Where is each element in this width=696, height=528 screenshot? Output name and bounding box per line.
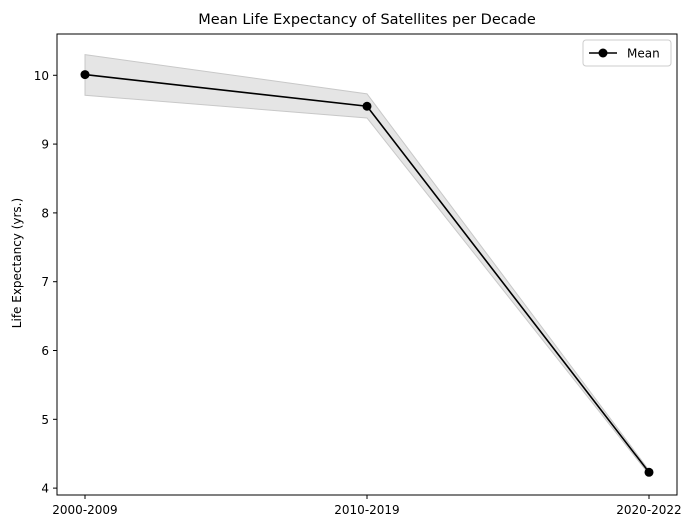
y-tick-label: 8 — [41, 206, 49, 220]
legend: Mean — [582, 39, 672, 67]
legend-box — [582, 39, 672, 67]
chart-title: Mean Life Expectancy of Satellites per D… — [198, 12, 536, 28]
legend-point-marker — [598, 48, 608, 58]
y-tick-label: 5 — [41, 413, 49, 427]
plot-area: 4 5 6 7 8 9 10 2000-2009 2010-2019 2020-2022 — [34, 54, 682, 517]
y-tick-label: 7 — [41, 275, 49, 289]
x-tick-label: 2010-2019 — [334, 503, 399, 517]
plot-frame — [56, 33, 678, 496]
y-tick-label: 4 — [41, 482, 49, 496]
x-tick-label: 2000-2009 — [52, 503, 117, 517]
x-tick-label: 2020-2022 — [616, 503, 681, 517]
y-tick-label: 6 — [41, 344, 49, 358]
data-point-2010-2019 — [362, 101, 372, 111]
y-tick-label: 10 — [34, 69, 49, 83]
y-axis-label: Life Expectancy (yrs.) — [10, 198, 24, 328]
y-tick-label: 9 — [41, 138, 49, 152]
data-point-2000-2009 — [80, 70, 90, 80]
data-point-2020-2022 — [644, 467, 654, 477]
legend-label: Mean — [627, 47, 660, 61]
